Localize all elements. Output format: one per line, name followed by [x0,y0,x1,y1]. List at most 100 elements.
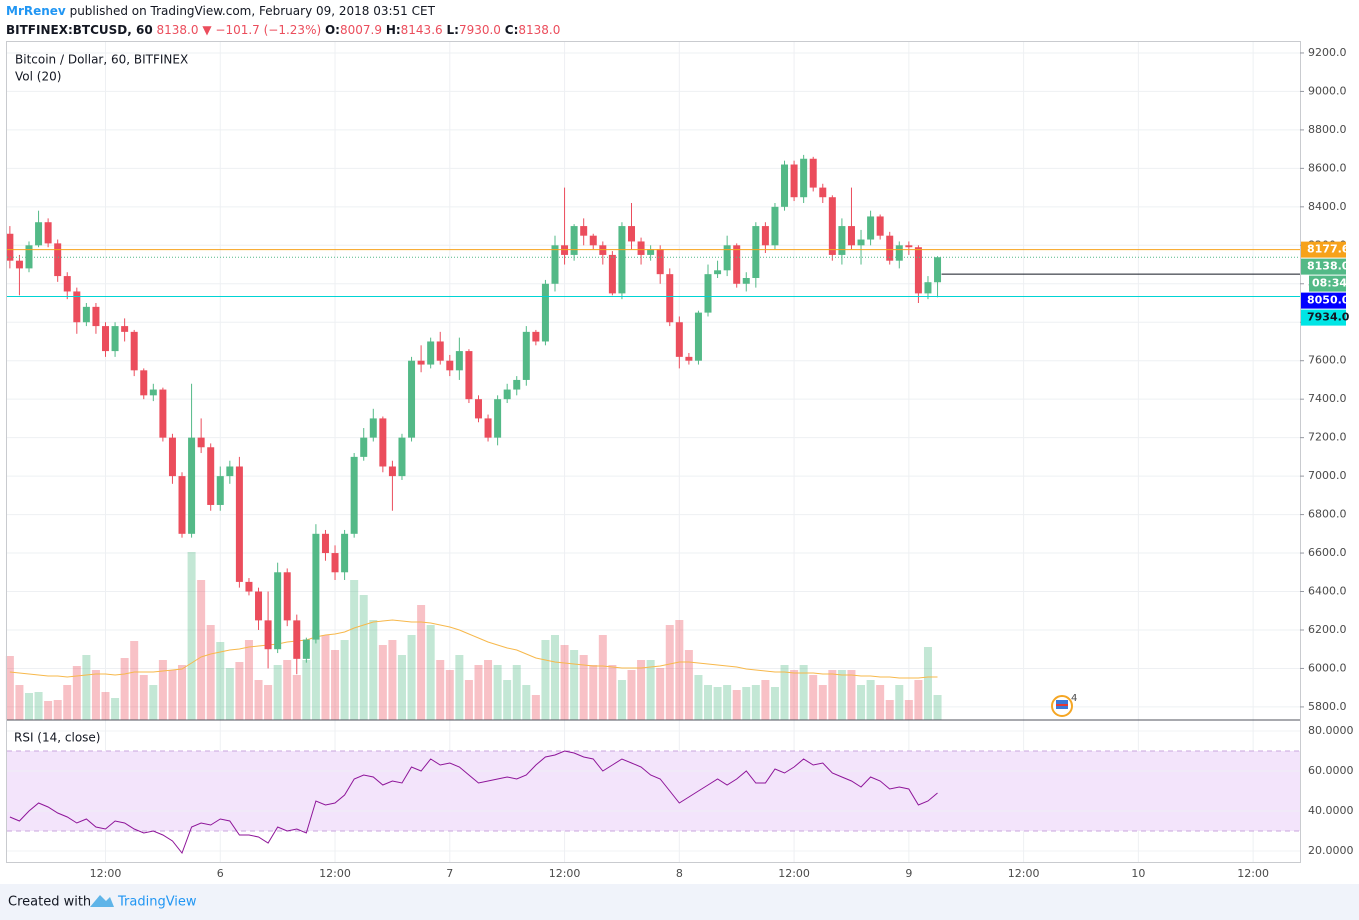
ohlc-label: H: [386,23,401,37]
candle-body [647,249,655,255]
candle-body [714,270,722,275]
event-count: 4 [1071,693,1077,704]
candle-body [455,351,463,371]
candle-body [733,245,741,284]
price-label: 8050.0 [1307,294,1350,307]
candle-body [63,276,71,292]
rsi-line [9,750,938,855]
candle-body [245,581,253,592]
candle-body [867,216,875,240]
footer-bar [0,884,1359,920]
candle-body [494,399,502,438]
volume-bar [321,635,330,720]
candle-body [140,370,148,396]
y-tick-label: 8400.0 [1308,200,1347,213]
candle-body [226,466,234,477]
candle-body [427,341,435,365]
legend-rsi: RSI (14, close) [14,731,100,745]
volume-bar [617,680,626,720]
x-tick-label: 12:00 [549,867,581,880]
candle-body [723,245,731,271]
candle-body [436,341,444,361]
volume-bar [244,640,253,720]
frame [6,41,1301,863]
x-tick-label: 6 [217,867,224,880]
x-tick-label: 9 [905,867,912,880]
candle-body [360,437,368,457]
candle-body [379,418,387,467]
volume-bar [742,687,751,720]
candle-body [771,206,779,246]
candle-body [704,274,712,313]
volume-bar [149,685,158,720]
ohlc-label: C: [505,23,519,37]
volume-bar [187,552,196,720]
y-tick-label: 6800.0 [1308,508,1347,521]
candle-body [44,222,52,244]
volume-bar [397,655,406,720]
volume-bar [780,665,789,720]
candle-body [111,326,119,352]
volume-bar [799,665,808,720]
y-tick-label: 8800.0 [1308,123,1347,136]
candle-body [54,243,62,277]
y-tick-label: 7600.0 [1308,354,1347,367]
candle-body [465,351,473,400]
candle-body [819,187,827,198]
volume-bar [139,675,148,720]
candle-body [551,245,559,284]
volume-bar [790,670,799,720]
candle-body [570,226,578,255]
candle-body [302,639,310,659]
y-tick-label: 6400.0 [1308,585,1347,598]
candle-body [130,331,138,371]
volume-bar [15,685,24,720]
candle-body [503,389,511,400]
ohlc-label: L: [446,23,458,37]
volume-bar [264,685,273,720]
volume-bar [579,655,588,720]
candle-body [168,437,176,477]
volume-bar [857,685,866,720]
volume-bar [5,656,14,720]
countdown-box [1309,275,1346,292]
event-icon[interactable]: 4 [1051,693,1077,717]
rsi-tick-label: 80.0000 [1308,724,1354,737]
candle-body [694,312,702,361]
x-tick-label: 8 [676,867,683,880]
footer-logo [90,895,114,907]
axes [6,41,1301,863]
volume-bar [809,675,818,720]
volume-bar [53,700,62,720]
ohlc-value: 7930.0 [459,23,501,37]
candle-body [790,164,798,198]
volume-bar [933,695,942,720]
footer-brand[interactable]: TradingView [117,895,197,910]
candle-body [742,278,750,284]
ohlc-label: O: [325,23,340,37]
candle-body [35,222,43,246]
candle-body [398,437,406,477]
candle-body [905,245,913,248]
candle-body [446,360,454,371]
volume-bar [522,685,531,720]
footer-text: Created with [8,895,91,910]
volume-bar [493,665,502,720]
x-tick-label: 12:00 [319,867,351,880]
candle-body [828,197,836,255]
candle-body [876,216,884,236]
volume-bar [837,670,846,720]
author[interactable]: MrRenev [6,4,66,18]
header-line-2: BITFINEX:BTCUSD, 60 8138.0 ▼ −101.7 (−1.… [6,23,560,37]
candle-body [121,326,129,332]
volume-bar [63,685,72,720]
volume-bar [885,700,894,720]
ohlc-value: 8138.0 [518,23,560,37]
candle-body [761,226,769,246]
candle-body [924,282,932,294]
volume-bar [560,645,569,720]
candle-body [388,466,396,477]
volume-bar [770,687,779,720]
candle-body [149,389,157,396]
volume-bar [474,665,483,720]
